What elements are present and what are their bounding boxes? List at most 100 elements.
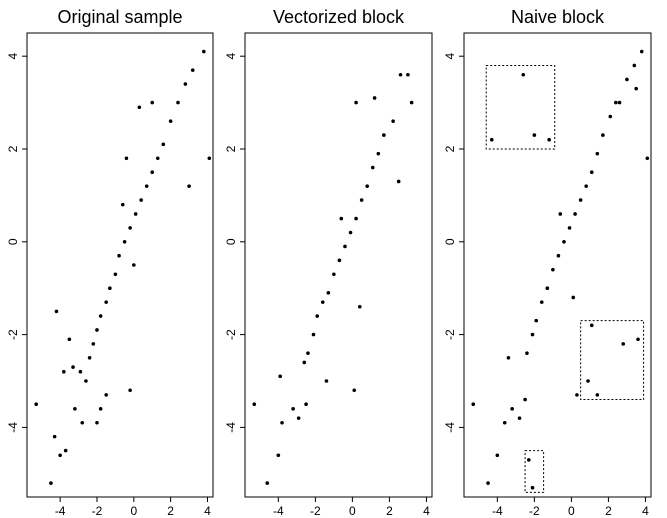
data-point bbox=[357, 304, 362, 309]
data-point bbox=[354, 100, 358, 105]
data-point bbox=[573, 212, 577, 216]
x-tick-label: -4 bbox=[55, 504, 66, 518]
data-point bbox=[265, 481, 270, 485]
data-point bbox=[348, 230, 353, 235]
data-point bbox=[365, 184, 369, 188]
y-tick-label: 4 bbox=[224, 53, 238, 60]
data-point bbox=[187, 184, 191, 188]
y-tick-label: -2 bbox=[6, 329, 20, 340]
data-point bbox=[354, 216, 358, 221]
data-point bbox=[49, 481, 53, 485]
data-point bbox=[201, 49, 206, 54]
data-point bbox=[525, 351, 529, 355]
data-point bbox=[104, 393, 108, 397]
x-tick-label: -2 bbox=[310, 504, 321, 518]
data-point bbox=[326, 291, 331, 295]
data-point bbox=[104, 300, 108, 304]
data-point bbox=[636, 337, 640, 342]
data-point bbox=[521, 72, 526, 77]
data-point bbox=[150, 100, 155, 105]
data-point bbox=[534, 318, 539, 323]
x-tick-label: -2 bbox=[529, 504, 540, 518]
y-tick-label: -2 bbox=[224, 329, 238, 340]
data-point bbox=[370, 165, 375, 170]
data-point bbox=[489, 137, 494, 142]
data-point bbox=[291, 407, 295, 411]
plot-frame bbox=[244, 32, 433, 498]
data-point bbox=[632, 63, 637, 68]
data-point bbox=[98, 407, 103, 411]
data-point bbox=[320, 300, 325, 304]
panel-title: Vectorized block bbox=[273, 7, 405, 27]
y-tick-label: 0 bbox=[443, 238, 457, 245]
data-point bbox=[128, 388, 132, 393]
data-point bbox=[252, 402, 257, 407]
x-tick-label: -4 bbox=[273, 504, 284, 518]
y-tick-label: -4 bbox=[6, 422, 20, 433]
x-tick-label: 4 bbox=[642, 504, 649, 518]
data-point bbox=[645, 156, 650, 161]
data-point bbox=[161, 142, 166, 147]
data-point bbox=[532, 133, 537, 137]
data-point bbox=[168, 119, 173, 123]
data-point bbox=[608, 114, 613, 119]
data-point bbox=[530, 485, 535, 490]
x-tick-label: -2 bbox=[92, 504, 103, 518]
chart-panel-1: Original sample -4 -2 0 2 4 -4 -2 0 2 4 bbox=[6, 7, 214, 518]
chart-panel-3: Naive block -4 -2 0 2 4 -4 -2 0 2 4 bbox=[443, 7, 652, 518]
data-point bbox=[545, 286, 550, 291]
data-point bbox=[113, 272, 118, 277]
data-point bbox=[207, 156, 212, 161]
data-point bbox=[486, 481, 490, 485]
data-point bbox=[506, 356, 511, 360]
data-point bbox=[398, 72, 403, 77]
data-point bbox=[382, 133, 386, 137]
x-tick-label: -4 bbox=[492, 504, 503, 518]
data-point bbox=[278, 374, 282, 379]
panel-title: Naive block bbox=[511, 7, 605, 27]
data-point bbox=[80, 420, 85, 425]
data-point bbox=[586, 379, 590, 383]
data-point bbox=[306, 351, 310, 355]
data-point bbox=[584, 184, 588, 188]
data-point bbox=[139, 198, 143, 202]
y-tick-label: -2 bbox=[443, 329, 457, 340]
data-point bbox=[343, 244, 347, 249]
data-point bbox=[34, 402, 39, 407]
data-point bbox=[391, 119, 395, 123]
data-point bbox=[315, 314, 320, 318]
data-point bbox=[67, 337, 72, 342]
y-tick-label: 0 bbox=[6, 238, 20, 245]
data-point bbox=[595, 151, 600, 156]
data-point bbox=[517, 416, 522, 420]
y-tick-label: 2 bbox=[443, 145, 457, 152]
data-point bbox=[296, 416, 301, 420]
data-point bbox=[311, 332, 316, 337]
data-point bbox=[58, 453, 62, 458]
data-point bbox=[132, 263, 136, 267]
dotted-box bbox=[485, 64, 556, 150]
dotted-box bbox=[524, 450, 545, 493]
panel-title: Original sample bbox=[57, 7, 182, 27]
data-point bbox=[406, 72, 410, 77]
data-point bbox=[62, 369, 66, 374]
data-point bbox=[617, 100, 622, 105]
data-point bbox=[551, 267, 555, 272]
data-point bbox=[523, 397, 527, 402]
data-point bbox=[54, 309, 59, 314]
data-point bbox=[502, 420, 507, 425]
data-point bbox=[108, 286, 112, 291]
plot-frame bbox=[463, 32, 652, 498]
data-point bbox=[332, 272, 336, 277]
data-point bbox=[84, 379, 88, 383]
data-point bbox=[547, 137, 551, 142]
data-point bbox=[78, 369, 83, 374]
data-point bbox=[530, 332, 535, 337]
x-tick-label: 2 bbox=[167, 504, 174, 518]
y-tick-label: 4 bbox=[6, 53, 20, 60]
data-point bbox=[120, 202, 125, 207]
data-point bbox=[409, 100, 414, 105]
y-tick-label: 2 bbox=[224, 145, 238, 152]
data-point bbox=[95, 328, 99, 332]
x-tick-label: 2 bbox=[386, 504, 393, 518]
